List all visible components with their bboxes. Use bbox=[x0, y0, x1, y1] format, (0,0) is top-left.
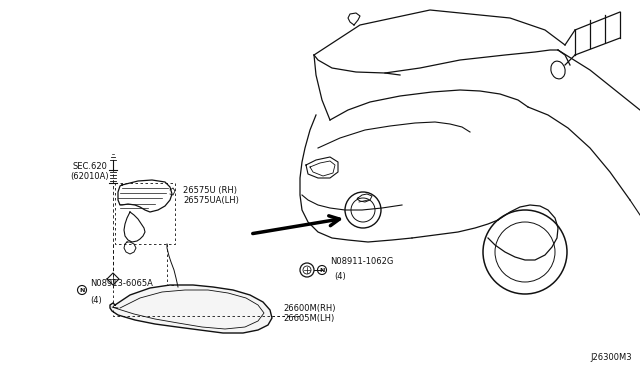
Text: N: N bbox=[79, 288, 84, 292]
Text: 26605M(LH): 26605M(LH) bbox=[283, 314, 334, 323]
Text: 26600M(RH): 26600M(RH) bbox=[283, 304, 335, 312]
Text: SEC.620
(62010A): SEC.620 (62010A) bbox=[70, 162, 109, 182]
Text: N08913-6065A: N08913-6065A bbox=[90, 279, 153, 288]
Text: J26300M3: J26300M3 bbox=[590, 353, 632, 362]
Polygon shape bbox=[110, 285, 272, 333]
Text: (4): (4) bbox=[334, 272, 346, 281]
Text: N: N bbox=[319, 267, 324, 273]
Text: 26575U (RH): 26575U (RH) bbox=[183, 186, 237, 195]
Text: N08911-1062G: N08911-1062G bbox=[330, 257, 394, 266]
Text: 26575UA(LH): 26575UA(LH) bbox=[183, 196, 239, 205]
Text: (4): (4) bbox=[90, 296, 102, 305]
